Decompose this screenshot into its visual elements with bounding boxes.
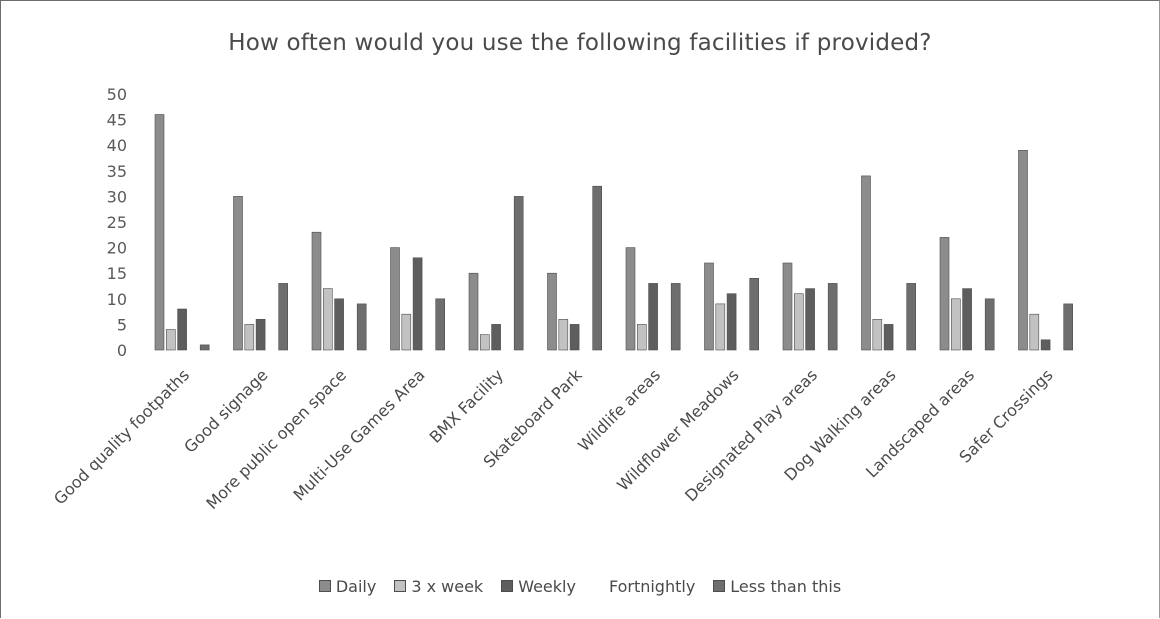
bar bbox=[468, 272, 479, 351]
y-tick-label: 40 bbox=[107, 136, 127, 155]
y-tick-label: 5 bbox=[117, 315, 127, 334]
bar bbox=[322, 288, 333, 351]
bar bbox=[939, 237, 950, 351]
bar bbox=[636, 324, 647, 351]
x-category-label: Designated Play areas bbox=[681, 365, 821, 505]
legend-label: Daily bbox=[335, 576, 377, 596]
y-tick-label: 10 bbox=[107, 290, 127, 309]
legend-label: Less than this bbox=[730, 576, 842, 596]
bar bbox=[883, 324, 894, 351]
bar bbox=[255, 318, 266, 351]
bar bbox=[670, 283, 681, 351]
bar bbox=[199, 344, 210, 351]
legend-swatch bbox=[318, 580, 331, 592]
y-tick-label: 0 bbox=[117, 341, 127, 360]
y-tick-label: 15 bbox=[107, 264, 127, 283]
legend-label: Fortnightly bbox=[608, 576, 696, 596]
bar bbox=[805, 288, 815, 351]
bar bbox=[625, 247, 636, 351]
legend-label: 3 x week bbox=[411, 576, 484, 596]
x-category-label: BMX Facility bbox=[426, 365, 507, 446]
legend-swatch bbox=[501, 580, 514, 592]
bar bbox=[827, 283, 838, 351]
bar bbox=[726, 293, 737, 351]
bar bbox=[592, 185, 603, 351]
y-tick-label: 30 bbox=[107, 187, 127, 206]
bar bbox=[906, 283, 917, 351]
bar bbox=[984, 298, 995, 351]
bar bbox=[648, 283, 658, 351]
y-tick-label: 25 bbox=[107, 213, 127, 232]
y-tick-label: 45 bbox=[107, 111, 127, 130]
legend-swatch bbox=[713, 580, 726, 592]
legend-swatch bbox=[593, 581, 604, 591]
bar bbox=[154, 114, 165, 351]
bar bbox=[513, 196, 524, 351]
y-tick-label: 35 bbox=[107, 162, 127, 181]
bar bbox=[1018, 150, 1028, 351]
bar bbox=[1063, 303, 1073, 351]
legend-label: Weekly bbox=[518, 576, 576, 596]
bar bbox=[233, 196, 243, 351]
legend-swatch bbox=[394, 580, 407, 592]
bar bbox=[782, 262, 793, 351]
x-category-label: Good quality footpaths bbox=[50, 365, 193, 508]
x-category-label: More public open space bbox=[202, 365, 350, 513]
bar bbox=[491, 324, 501, 351]
legend-item: Daily bbox=[318, 576, 377, 596]
bar bbox=[749, 277, 760, 351]
legend-item: Less than this bbox=[713, 576, 841, 596]
bar bbox=[950, 298, 961, 351]
bar bbox=[872, 318, 883, 351]
bar bbox=[390, 247, 400, 351]
bar bbox=[244, 324, 255, 351]
bar bbox=[166, 329, 176, 351]
bar bbox=[278, 283, 289, 351]
y-tick-label: 20 bbox=[107, 239, 127, 258]
bar bbox=[861, 175, 871, 351]
bar bbox=[412, 257, 423, 351]
legend-item: 3 x week bbox=[394, 576, 483, 596]
bar bbox=[715, 303, 726, 351]
bar bbox=[547, 272, 557, 351]
legend-item: Fortnightly bbox=[593, 576, 696, 596]
bar bbox=[1040, 339, 1051, 351]
bar bbox=[962, 288, 972, 351]
chart-title: How often would you use the following fa… bbox=[228, 30, 932, 56]
y-tick-label: 50 bbox=[107, 85, 127, 104]
bar bbox=[793, 293, 804, 351]
bar bbox=[569, 324, 580, 351]
bar bbox=[311, 231, 322, 351]
bar bbox=[704, 262, 714, 351]
bar bbox=[356, 303, 367, 351]
chart-legend: Daily 3 x week Weekly Fortnightly Less than … bbox=[0, 575, 1160, 599]
bar bbox=[334, 298, 344, 351]
bar bbox=[558, 318, 569, 351]
legend-item: Weekly bbox=[501, 576, 576, 596]
bar bbox=[177, 308, 187, 351]
bar bbox=[1029, 313, 1040, 351]
x-category-label: Wildlife areas bbox=[574, 365, 664, 455]
bar bbox=[435, 298, 446, 351]
bar bbox=[401, 313, 412, 351]
bar bbox=[479, 334, 490, 351]
x-category-label: Multi-Use Games Area bbox=[289, 365, 428, 504]
